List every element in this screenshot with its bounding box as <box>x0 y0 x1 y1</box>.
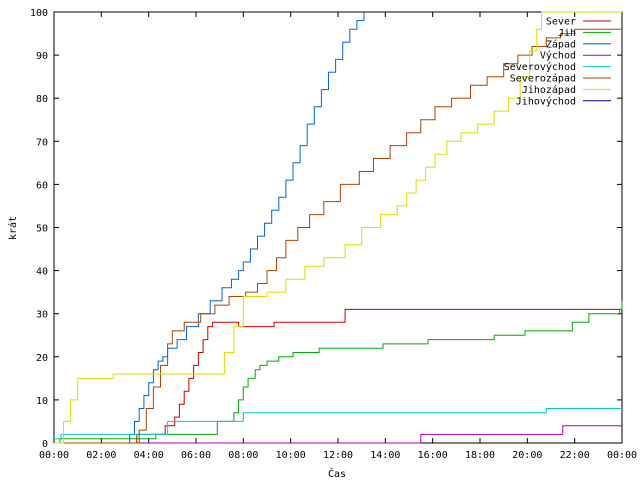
series-line-1 <box>54 308 622 444</box>
y-tick-label: 70 <box>36 137 48 148</box>
y-tick-label: 0 <box>42 439 48 450</box>
legend-label: Jih <box>558 28 576 39</box>
y-axis-title: krát <box>7 216 19 240</box>
x-axis-title: Čas <box>328 467 346 480</box>
y-tick-label: 20 <box>36 353 48 364</box>
series-line-6 <box>54 28 622 444</box>
x-tick-label: 12:00 <box>323 450 353 461</box>
legend-label: Západ <box>546 38 576 50</box>
y-tick-label: 100 <box>30 8 48 19</box>
y-tick-label: 50 <box>36 224 48 235</box>
x-tick-label: 16:00 <box>418 450 448 461</box>
y-tick-label: 90 <box>36 51 48 62</box>
x-tick-label: 08:00 <box>228 450 258 461</box>
legend-label: Východ <box>540 50 576 62</box>
series-line-4 <box>54 425 622 444</box>
legend: SeverJihZápadVýchodSeverovýchodSeverozáp… <box>504 17 611 107</box>
x-tick-label: 00:00 <box>39 450 69 461</box>
y-tick-label: 80 <box>36 94 48 105</box>
legend-label: Sever <box>546 17 576 28</box>
x-tick-label: 02:00 <box>86 450 116 461</box>
x-axis: 00:00 02:00 04:00 06:00 08:00 10:00 12:00 14:00… <box>39 12 637 461</box>
x-tick-label: 04:00 <box>134 450 164 461</box>
x-tick-label: 10:00 <box>276 450 306 461</box>
x-tick-label: 22:00 <box>560 450 590 461</box>
y-tick-label: 60 <box>36 180 48 191</box>
series-layer <box>54 11 623 444</box>
series-line-7 <box>54 11 622 444</box>
series-line-3 <box>54 12 365 444</box>
series-line-5 <box>54 408 622 440</box>
legend-label: Severovýchod <box>504 61 576 73</box>
x-tick-label: 18:00 <box>465 450 495 461</box>
legend-label: Jihozápad <box>522 84 576 96</box>
y-tick-label: 10 <box>36 396 48 407</box>
x-tick-label: 14:00 <box>370 450 400 461</box>
x-tick-label: 20:00 <box>512 450 542 461</box>
legend-label: Severozápad <box>510 73 576 85</box>
legend-label: Jihovýchod <box>516 95 576 107</box>
x-tick-label: 06:00 <box>181 450 211 461</box>
y-tick-label: 40 <box>36 267 48 278</box>
y-tick-label: 30 <box>36 310 48 321</box>
x-tick-label: 00:00 <box>607 450 637 461</box>
y-axis: 0 10 20 30 40 50 60 70 80 90 100 <box>30 8 622 450</box>
